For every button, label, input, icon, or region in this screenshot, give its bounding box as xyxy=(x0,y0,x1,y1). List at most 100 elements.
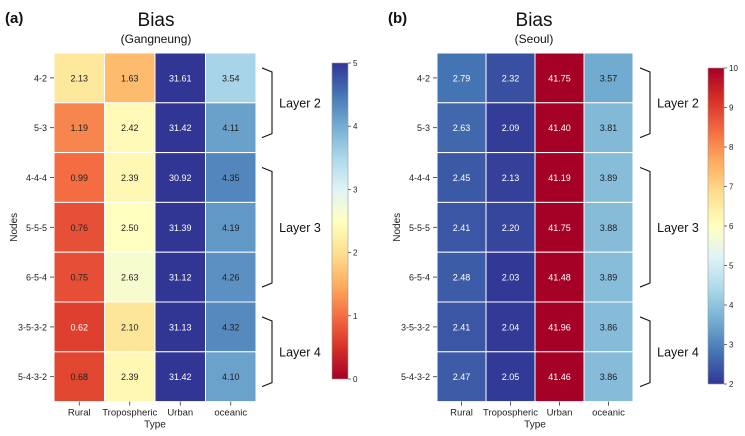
heatmap-cell xyxy=(205,52,257,104)
colorbar-tick-label: 0 xyxy=(353,375,358,384)
cell-value-label: 31.39 xyxy=(169,223,192,233)
cell-value-label: 2.20 xyxy=(502,223,520,233)
cell-value-label: 30.92 xyxy=(169,173,192,183)
y-tick-label: 5-3 xyxy=(34,123,47,133)
cell-value-label: 2.13 xyxy=(502,173,520,183)
cell-value-label: 4.10 xyxy=(222,372,240,382)
cell-value-label: 2.50 xyxy=(121,223,139,233)
heatmap-cell xyxy=(205,102,257,154)
cell-value-label: 2.09 xyxy=(502,123,520,133)
y-axis-label: Nodes xyxy=(392,213,403,242)
cell-value-label: 2.48 xyxy=(453,273,471,283)
heatmap-cell xyxy=(485,351,536,403)
cell-value-label: 0.62 xyxy=(70,322,88,332)
x-tick-label: Rural xyxy=(450,408,473,419)
y-tick-label: 5-3 xyxy=(417,123,430,133)
colorbar-tick-label: 3 xyxy=(729,341,734,350)
colorbar-tick-label: 4 xyxy=(729,301,734,310)
x-tick-label: Tropospheric xyxy=(483,408,538,419)
x-tick-label: oceanic xyxy=(214,408,247,419)
heatmap-cell xyxy=(154,52,206,104)
colorbar-tick-label: 3 xyxy=(353,185,358,194)
cell-value-label: 2.63 xyxy=(121,273,139,283)
heatmap-cell xyxy=(205,152,257,203)
cell-value-label: 31.13 xyxy=(169,322,192,332)
cell-value-label: 31.42 xyxy=(169,123,192,133)
heatmap-cell xyxy=(485,152,536,203)
colorbar-tick-label: 4 xyxy=(353,122,358,131)
colorbar-tick-label: 5 xyxy=(729,262,734,271)
x-axis-label: Type xyxy=(144,420,166,431)
x-tick-label: Urban xyxy=(547,408,573,419)
cell-value-label: 2.79 xyxy=(453,73,471,83)
colorbar-tick-label: 5 xyxy=(353,59,358,68)
cell-value-label: 3.89 xyxy=(600,173,618,183)
cell-value-label: 41.40 xyxy=(548,123,571,133)
cell-value-label: 2.42 xyxy=(121,123,139,133)
y-tick-label: 4-2 xyxy=(417,73,430,83)
cell-value-label: 2.04 xyxy=(502,322,520,332)
cell-value-label: 3.88 xyxy=(600,223,618,233)
heatmap-cell xyxy=(436,251,487,303)
heatmap-cell xyxy=(53,351,105,403)
cell-value-label: 31.61 xyxy=(169,73,192,83)
colorbar-tick-label: 2 xyxy=(729,380,734,389)
group-bracket xyxy=(639,67,651,139)
group-label: Layer 4 xyxy=(657,345,699,359)
y-tick-label: 4-2 xyxy=(34,73,47,83)
group-label: Layer 2 xyxy=(279,96,321,110)
y-tick-label: 5-4-3-2 xyxy=(18,372,47,382)
cell-value-label: 4.11 xyxy=(222,123,239,133)
heatmap-cell xyxy=(104,301,156,353)
cell-value-label: 1.63 xyxy=(121,73,139,83)
chart-subtitle: (Seoul) xyxy=(515,32,554,46)
heatmap-cell xyxy=(53,52,105,104)
group-bracket xyxy=(639,316,651,388)
cell-value-label: 2.41 xyxy=(453,223,471,233)
colorbar xyxy=(707,67,725,385)
y-tick-label: 6-5-4 xyxy=(409,273,430,283)
heatmap-panel-gangneung: (a) Bias(Gangneung) 2.13 1.63 31.61 3.54 1.19 2… xyxy=(5,10,358,431)
panel-label: (b) xyxy=(388,10,407,27)
x-tick-label: Urban xyxy=(167,408,193,419)
y-tick-label: 5-4-3-2 xyxy=(401,372,430,382)
cell-value-label: 2.32 xyxy=(502,73,520,83)
heatmap-cell xyxy=(104,52,156,104)
cell-value-label: 2.03 xyxy=(502,273,520,283)
heatmap-cell xyxy=(154,301,206,353)
y-tick-label: 6-5-4 xyxy=(26,273,47,283)
heatmap-cell xyxy=(485,251,536,303)
cell-value-label: 3.86 xyxy=(600,372,618,382)
heatmap-cell xyxy=(534,301,585,353)
heatmap-cell xyxy=(205,301,257,353)
cell-value-label: 3.81 xyxy=(600,123,618,133)
colorbar-tick-label: 9 xyxy=(729,104,734,113)
group-label: Layer 3 xyxy=(279,221,321,235)
cell-value-label: 2.47 xyxy=(453,372,471,382)
cell-value-label: 41.19 xyxy=(548,173,571,183)
colorbar-tick-label: 10 xyxy=(729,64,738,73)
heatmap-cell xyxy=(485,102,536,154)
cell-value-label: 4.35 xyxy=(222,173,240,183)
cell-value-label: 2.10 xyxy=(121,322,139,332)
x-tick-label: Tropospheric xyxy=(102,408,157,419)
x-axis-label: Type xyxy=(524,420,546,431)
panel-label: (a) xyxy=(5,10,23,27)
cell-value-label: 0.75 xyxy=(70,273,88,283)
group-label: Layer 3 xyxy=(657,221,699,235)
heatmap-cell xyxy=(485,201,536,253)
cell-value-label: 0.76 xyxy=(70,223,88,233)
heatmap-cell xyxy=(436,201,487,253)
heatmap-cell xyxy=(583,351,634,403)
cell-value-label: 3.89 xyxy=(600,273,618,283)
heatmap-cell xyxy=(534,52,585,104)
cell-value-label: 2.63 xyxy=(453,123,471,133)
heatmap-cell xyxy=(534,351,585,403)
cell-value-label: 41.75 xyxy=(548,223,571,233)
heatmap-cell xyxy=(104,102,156,154)
colorbar-tick-label: 6 xyxy=(729,222,734,231)
heatmap-cell xyxy=(104,152,156,203)
group-bracket xyxy=(261,67,273,139)
heatmap-cell xyxy=(583,52,634,104)
